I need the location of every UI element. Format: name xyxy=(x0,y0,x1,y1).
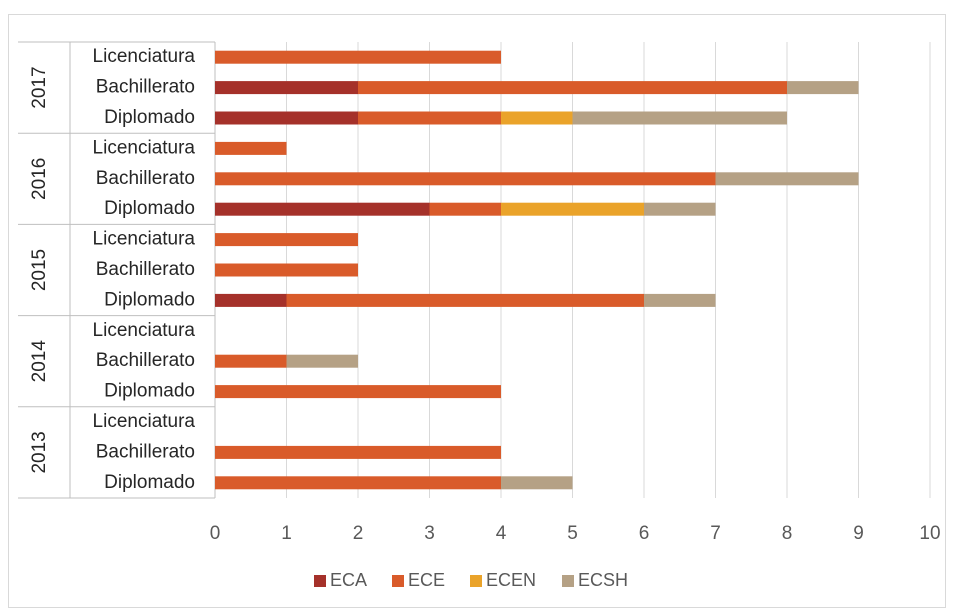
category-label: Bachillerato xyxy=(96,441,195,462)
bar-2016-diplomado-ece xyxy=(429,202,501,216)
category-label: Licenciatura xyxy=(93,46,196,67)
bar-2017-diplomado-ecsh xyxy=(572,111,787,125)
bar-2017-diplomado-ecen xyxy=(501,111,573,125)
category-label: Licenciatura xyxy=(93,411,196,432)
bar-2014-diplomado-ece xyxy=(215,385,501,399)
x-tick-label: 0 xyxy=(210,523,221,544)
bar-2016-diplomado-ecen xyxy=(501,202,644,216)
bar-2015-bachillerato-ece xyxy=(215,263,358,277)
category-label: Diplomado xyxy=(104,381,195,402)
x-tick-label: 3 xyxy=(424,523,435,544)
x-tick-label: 2 xyxy=(353,523,364,544)
x-axis-ticks: 0 1 2 3 4 5 6 7 8 9 10 xyxy=(210,523,941,544)
bar-2016-diplomado-eca xyxy=(215,202,430,216)
legend-swatch-ecen xyxy=(470,575,482,587)
x-tick-label: 4 xyxy=(496,523,507,544)
category-label: Diplomado xyxy=(104,198,195,219)
bar-2014-bachillerato-ece xyxy=(215,354,287,368)
year-label: 2017 xyxy=(29,66,50,108)
legend-swatch-ece xyxy=(392,575,404,587)
x-tick-label: 5 xyxy=(567,523,578,544)
bar-2013-bachillerato-ece xyxy=(215,445,501,459)
category-label: Licenciatura xyxy=(93,320,196,341)
category-label: Bachillerato xyxy=(96,259,195,280)
category-label: Diplomado xyxy=(104,107,195,128)
category-label: Diplomado xyxy=(104,289,195,310)
legend-swatch-ecsh xyxy=(562,575,574,587)
bar-2017-licenciatura-ece xyxy=(215,50,501,64)
bar-2013-diplomado-ecsh xyxy=(501,476,573,490)
bar-2017-bachillerato-eca xyxy=(215,81,358,95)
legend: ECA ECE ECEN ECSH xyxy=(314,570,628,590)
category-label: Bachillerato xyxy=(96,350,195,371)
category-axis: 2017 Licenciatura Bachillerato Diplomado 201… xyxy=(18,41,215,499)
bar-2016-bachillerato-ecsh xyxy=(715,172,859,186)
legend-label-ece: ECE xyxy=(408,570,445,590)
bar-2017-diplomado-eca xyxy=(215,111,358,125)
x-tick-label: 10 xyxy=(919,523,940,544)
bar-2015-diplomado-eca xyxy=(215,293,287,307)
bars xyxy=(215,50,859,490)
year-label: 2015 xyxy=(29,249,50,291)
category-label: Bachillerato xyxy=(96,168,195,189)
category-label: Diplomado xyxy=(104,472,195,493)
x-tick-label: 1 xyxy=(281,523,292,544)
bar-2015-diplomado-ecsh xyxy=(644,293,716,307)
year-label: 2016 xyxy=(29,158,50,200)
x-tick-label: 9 xyxy=(853,523,864,544)
bar-2016-diplomado-ecsh xyxy=(644,202,716,216)
bar-2013-diplomado-ece xyxy=(215,476,501,490)
bar-2017-diplomado-ece xyxy=(358,111,501,125)
year-label: 2014 xyxy=(29,340,50,383)
category-label: Bachillerato xyxy=(96,77,195,98)
year-label: 2013 xyxy=(29,431,50,473)
bar-2015-licenciatura-ece xyxy=(215,233,358,247)
bar-2016-bachillerato-ece xyxy=(215,172,716,186)
bar-2014-bachillerato-ecsh xyxy=(286,354,358,368)
legend-label-ecsh: ECSH xyxy=(578,570,628,590)
category-label: Licenciatura xyxy=(93,229,196,250)
x-tick-label: 6 xyxy=(639,523,650,544)
legend-label-ecen: ECEN xyxy=(486,570,536,590)
bar-2017-bachillerato-ece xyxy=(358,81,787,95)
bar-2015-diplomado-ece xyxy=(286,293,644,307)
x-tick-label: 7 xyxy=(710,523,721,544)
bar-2016-licenciatura-ece xyxy=(215,141,287,155)
category-label: Licenciatura xyxy=(93,137,196,158)
bar-2017-bachillerato-ecsh xyxy=(787,81,859,95)
legend-label-eca: ECA xyxy=(330,570,367,590)
x-tick-label: 8 xyxy=(782,523,793,544)
legend-swatch-eca xyxy=(314,575,326,587)
